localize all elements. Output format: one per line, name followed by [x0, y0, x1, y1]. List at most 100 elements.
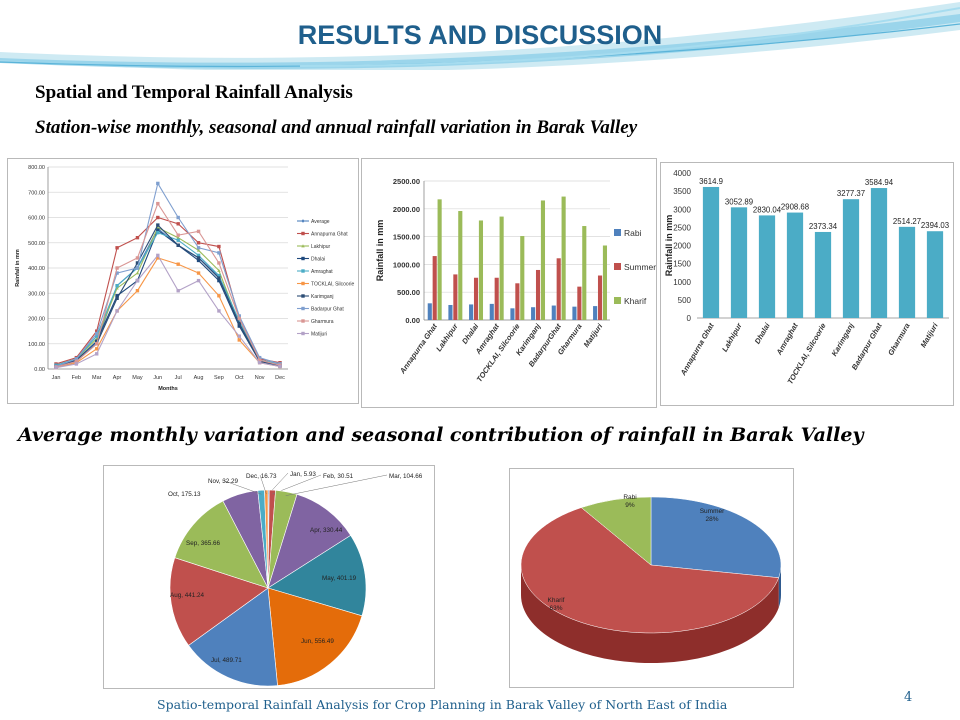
data-label: 2908.68 — [781, 203, 809, 212]
legend-label: Annapurna Ghat — [311, 232, 348, 238]
data-point — [217, 276, 221, 280]
legend-swatch — [614, 297, 621, 304]
legend-label: Lakhipur — [311, 244, 331, 250]
bar — [494, 277, 499, 320]
y-tick-label: 2000.00 — [393, 205, 420, 214]
data-point — [156, 215, 160, 220]
legend-swatch — [614, 229, 621, 236]
monthly-line-chart-panel: 0.00 100.00 200.00 300.00 400.00 500.00 600.00… — [7, 158, 359, 404]
bar — [572, 306, 577, 320]
y-tick-label: 800.00 — [28, 165, 45, 171]
bar — [520, 236, 525, 320]
bar — [499, 216, 504, 320]
bar — [602, 245, 608, 320]
y-tick-label: 2500 — [673, 223, 691, 232]
data-point — [156, 201, 160, 206]
x-tick-label: Annapurna Ghat — [397, 322, 439, 377]
y-tick-label: 1500 — [673, 260, 691, 269]
pie-slice — [169, 557, 269, 646]
data-point — [196, 229, 201, 234]
x-tick-label: Oct — [235, 375, 244, 381]
data-point — [115, 283, 119, 288]
data-point — [237, 321, 241, 326]
x-tick-label: Mar — [92, 375, 102, 381]
data-point — [176, 289, 180, 293]
slice-label: Aug, 441.24 — [170, 592, 204, 599]
slice-label: Nov, 32.29 — [208, 478, 238, 485]
data-point — [217, 251, 221, 255]
pie-side — [521, 565, 779, 663]
data-point — [95, 347, 99, 351]
legend-marker — [301, 331, 305, 336]
data-point — [217, 268, 221, 272]
header-swoosh-decoration — [0, 2, 960, 70]
data-point — [176, 238, 180, 242]
y-tick-label: 0 — [687, 314, 692, 323]
x-tick-label: Annapurna Ghat — [678, 321, 716, 378]
series-line — [55, 254, 281, 369]
slice-category-label: Kharif — [548, 597, 565, 604]
legend-label: Badarpur Ghat — [311, 307, 344, 313]
data-point — [217, 309, 221, 313]
bar — [582, 226, 587, 320]
series-line — [55, 227, 281, 369]
data-point — [135, 266, 140, 270]
legend-label: Matijuri — [311, 332, 327, 338]
data-point — [217, 294, 221, 298]
pie-slice — [267, 494, 352, 589]
series-line — [55, 229, 281, 368]
bar — [540, 200, 546, 320]
y-tick-label: 2500.00 — [393, 177, 420, 186]
x-tick-label: Dhalai — [753, 321, 773, 346]
y-axis-label: Rainfall in mm — [375, 220, 385, 282]
slice-label: Sep, 365.66 — [186, 540, 220, 547]
data-point — [278, 364, 282, 369]
bar — [427, 303, 432, 320]
x-tick-label: Karimganj — [830, 321, 857, 358]
data-label: 3052.89 — [725, 197, 753, 206]
x-tick-label: Lakhipur — [434, 321, 460, 353]
data-point — [156, 181, 160, 186]
bar — [702, 186, 720, 318]
data-point — [196, 278, 201, 283]
x-tick-label: Feb — [72, 375, 81, 381]
data-point — [115, 246, 119, 250]
legend-label: Gharmura — [311, 319, 334, 325]
x-tick-label: Nov — [255, 375, 265, 381]
data-label: 3277.37 — [837, 189, 865, 198]
bar — [593, 306, 598, 320]
leader-line — [259, 474, 267, 495]
bar — [510, 308, 515, 320]
x-tick-label: Jul — [175, 375, 182, 381]
legend-marker — [301, 219, 305, 223]
bar — [898, 226, 916, 318]
slice-percent-label: 63% — [549, 605, 562, 612]
y-tick-label: 500.00 — [28, 241, 45, 247]
data-point — [217, 261, 221, 265]
y-tick-label: 500 — [678, 296, 692, 305]
y-tick-label: 3500 — [673, 187, 691, 196]
data-label: 2830.04 — [753, 205, 782, 214]
bar — [561, 196, 566, 320]
y-tick-label: 200.00 — [28, 317, 45, 323]
data-point — [237, 334, 241, 338]
pie-slice — [188, 587, 278, 687]
series-line — [55, 181, 281, 367]
data-point — [156, 223, 160, 227]
bar — [473, 277, 479, 320]
data-point — [115, 309, 119, 313]
data-point — [156, 253, 160, 258]
legend-marker — [301, 319, 305, 323]
data-point — [176, 262, 180, 266]
y-tick-label: 4000 — [673, 169, 691, 178]
data-label: 2514.27 — [893, 217, 921, 226]
data-point — [176, 236, 180, 240]
data-label: 2394.03 — [921, 221, 949, 230]
y-tick-label: 3000 — [673, 205, 691, 214]
slice-percent-label: 28% — [705, 516, 718, 523]
y-tick-label: 100.00 — [28, 342, 45, 348]
legend-label: Summer — [624, 262, 656, 272]
x-tick-label: Gharmura — [886, 322, 912, 358]
bar — [432, 256, 437, 320]
data-label: 3614.9 — [699, 177, 723, 186]
